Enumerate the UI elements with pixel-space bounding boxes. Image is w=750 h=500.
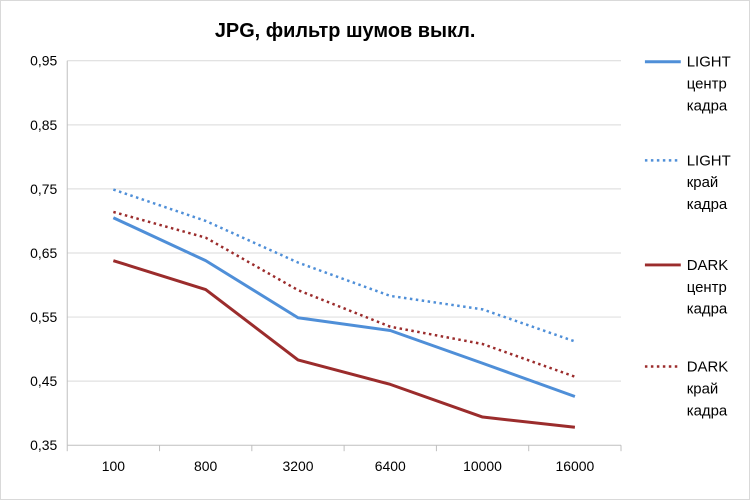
x-tick-label: 100	[102, 458, 126, 474]
series-line-0	[112, 216, 576, 398]
x-tick-label: 16000	[555, 458, 594, 474]
legend-label-line: край	[687, 380, 719, 397]
legend-label-line: край	[687, 174, 719, 191]
legend-label-line: центр	[687, 76, 727, 93]
y-tick-label: 0,65	[30, 245, 57, 261]
legend-label-line: центр	[687, 279, 727, 296]
y-tick-label: 0,55	[30, 309, 57, 325]
series-line-3	[113, 210, 576, 378]
legend-item: LIGHT край кадра	[644, 152, 731, 213]
legend-label-line: LIGHT	[687, 54, 731, 71]
x-tick-label: 6400	[375, 458, 406, 474]
x-tick-label: 10000	[463, 458, 502, 474]
series-line-2	[112, 259, 576, 429]
y-tick-label: 0,85	[30, 117, 57, 133]
y-tick-label: 0,95	[30, 53, 57, 69]
chart-title: JPG, фильтр шумов выкл.	[215, 20, 476, 42]
legend-label-line: LIGHT	[687, 152, 731, 169]
legend-label-line: кадра	[687, 98, 728, 115]
legend-label-line: DARK	[687, 359, 729, 376]
y-tick-label: 0,35	[30, 437, 57, 453]
legend-label: LIGHT центр кадра	[687, 54, 731, 115]
series-lines	[112, 188, 576, 429]
legend: LIGHT центр кадра LIGHT край кадра DARK центр ка…	[644, 54, 731, 420]
legend-label-line: кадра	[687, 402, 728, 419]
legend-item: LIGHT центр кадра	[644, 54, 731, 115]
x-axis-tick-labels: 100 800 3200 6400 10000 16000	[102, 458, 595, 474]
legend-label: LIGHT край кадра	[687, 152, 731, 213]
legend-label: DARK край кадра	[687, 359, 729, 420]
legend-label-line: кадра	[687, 196, 728, 213]
legend-label-line: кадра	[687, 301, 728, 318]
axes	[66, 60, 622, 452]
y-tick-label: 0,75	[30, 181, 57, 197]
y-tick-label: 0,45	[30, 373, 57, 389]
legend-item: DARK край кадра	[644, 359, 729, 420]
legend-item: DARK центр кадра	[644, 257, 729, 318]
x-tick-label: 3200	[282, 458, 313, 474]
y-axis-tick-labels: 0,35 0,45 0,55 0,65 0,75 0,85 0,95	[30, 53, 57, 453]
x-tick-label: 800	[194, 458, 218, 474]
legend-label: DARK центр кадра	[687, 257, 729, 318]
series-line-1	[112, 188, 576, 343]
legend-label-line: DARK	[687, 257, 729, 274]
